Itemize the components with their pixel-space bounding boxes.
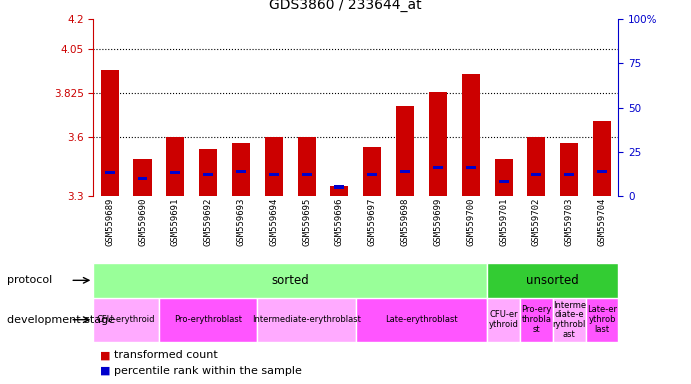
Text: Pro-ery
throbla
st: Pro-ery throbla st bbox=[521, 306, 551, 334]
Bar bbox=[101, 70, 119, 196]
Bar bbox=[429, 92, 447, 196]
Text: Late-erythroblast: Late-erythroblast bbox=[385, 315, 458, 324]
Bar bbox=[167, 137, 184, 196]
Bar bbox=[93, 298, 159, 342]
Bar bbox=[565, 173, 574, 176]
Text: unsorted: unsorted bbox=[527, 274, 579, 287]
Bar bbox=[363, 147, 381, 196]
Text: sorted: sorted bbox=[272, 274, 309, 287]
Text: Pro-erythroblast: Pro-erythroblast bbox=[174, 315, 242, 324]
Bar bbox=[368, 173, 377, 176]
Bar bbox=[396, 106, 414, 196]
Bar bbox=[236, 170, 246, 173]
Text: CFU-er
ythroid: CFU-er ythroid bbox=[489, 310, 518, 329]
Text: GSM559693: GSM559693 bbox=[236, 198, 245, 246]
Bar bbox=[269, 173, 278, 176]
Text: percentile rank within the sample: percentile rank within the sample bbox=[114, 366, 302, 376]
Bar bbox=[257, 298, 356, 342]
Bar bbox=[138, 177, 147, 180]
Bar bbox=[593, 121, 611, 196]
Text: Late-er
ythrob
last: Late-er ythrob last bbox=[587, 306, 617, 334]
Text: GSM559692: GSM559692 bbox=[204, 198, 213, 246]
Text: transformed count: transformed count bbox=[114, 350, 218, 360]
Bar bbox=[520, 298, 553, 342]
Bar bbox=[302, 173, 312, 176]
Text: GSM559704: GSM559704 bbox=[598, 198, 607, 246]
Bar bbox=[334, 185, 344, 189]
Text: GSM559695: GSM559695 bbox=[302, 198, 311, 246]
Bar bbox=[487, 263, 618, 298]
Bar bbox=[462, 74, 480, 196]
Bar bbox=[531, 173, 541, 176]
Bar bbox=[298, 137, 316, 196]
Text: GSM559689: GSM559689 bbox=[105, 198, 114, 246]
Text: GSM559697: GSM559697 bbox=[368, 198, 377, 246]
Bar bbox=[265, 137, 283, 196]
Bar bbox=[159, 298, 257, 342]
Text: GSM559702: GSM559702 bbox=[532, 198, 541, 246]
Bar bbox=[400, 170, 410, 173]
Bar bbox=[597, 170, 607, 173]
Bar bbox=[199, 149, 217, 196]
Text: GSM559690: GSM559690 bbox=[138, 198, 147, 246]
Text: ■: ■ bbox=[100, 366, 111, 376]
Text: GDS3860 / 233644_at: GDS3860 / 233644_at bbox=[269, 0, 422, 12]
Bar bbox=[433, 166, 443, 169]
Text: GSM559691: GSM559691 bbox=[171, 198, 180, 246]
Text: CFU-erythroid: CFU-erythroid bbox=[97, 315, 155, 324]
Text: GSM559701: GSM559701 bbox=[499, 198, 508, 246]
Text: development stage: development stage bbox=[7, 314, 115, 325]
Text: GSM559703: GSM559703 bbox=[565, 198, 574, 246]
Bar bbox=[495, 159, 513, 196]
Text: protocol: protocol bbox=[7, 275, 52, 285]
Bar bbox=[93, 263, 487, 298]
Bar bbox=[466, 166, 475, 169]
Text: GSM559698: GSM559698 bbox=[401, 198, 410, 246]
Text: Interme
diate-e
rythrobl
ast: Interme diate-e rythrobl ast bbox=[553, 301, 586, 339]
Bar bbox=[105, 171, 115, 174]
Text: GSM559699: GSM559699 bbox=[433, 198, 442, 246]
Text: ■: ■ bbox=[100, 350, 111, 360]
Bar bbox=[203, 173, 213, 176]
Bar bbox=[527, 137, 545, 196]
Bar bbox=[487, 298, 520, 342]
Text: GSM559694: GSM559694 bbox=[269, 198, 278, 246]
Text: GSM559700: GSM559700 bbox=[466, 198, 475, 246]
Bar bbox=[560, 143, 578, 196]
Text: GSM559696: GSM559696 bbox=[335, 198, 344, 246]
Bar bbox=[553, 298, 586, 342]
Bar bbox=[499, 180, 509, 183]
Bar bbox=[330, 186, 348, 196]
Bar bbox=[133, 159, 151, 196]
Bar bbox=[356, 298, 487, 342]
Bar bbox=[232, 143, 250, 196]
Text: Intermediate-erythroblast: Intermediate-erythroblast bbox=[252, 315, 361, 324]
Bar bbox=[586, 298, 618, 342]
Bar bbox=[171, 171, 180, 174]
